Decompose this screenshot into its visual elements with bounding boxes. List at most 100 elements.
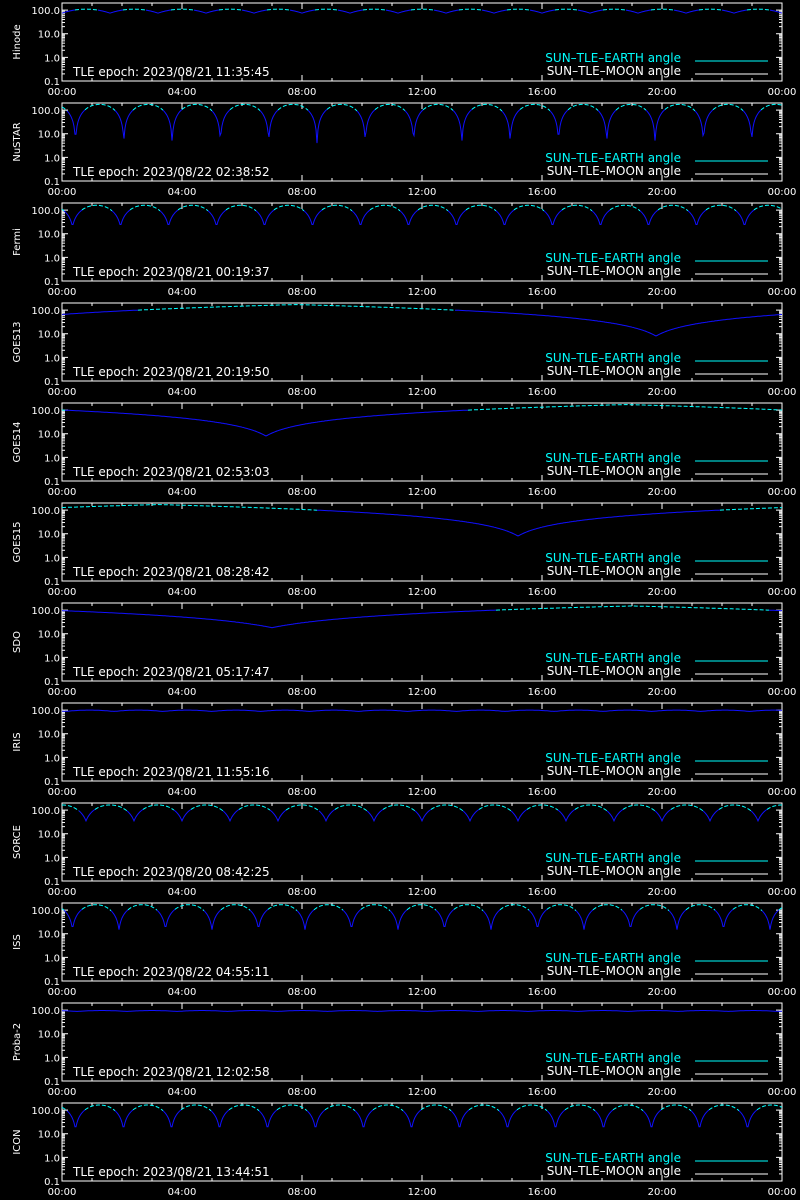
y-tick-label: 100.0 bbox=[31, 906, 60, 917]
x-tick-label: 08:00 bbox=[288, 1087, 317, 1098]
sun-earth-angle-line bbox=[498, 1109, 518, 1128]
x-tick-label: 04:00 bbox=[168, 87, 197, 98]
sun-earth-angle-line bbox=[708, 1104, 740, 1112]
sun-earth-angle-line bbox=[606, 808, 624, 823]
sun-earth-angle-line bbox=[276, 1104, 308, 1112]
x-tick-label: 08:00 bbox=[288, 587, 317, 598]
y-tick-label: 0.1 bbox=[44, 1177, 60, 1188]
x-tick-label: 16:00 bbox=[528, 987, 557, 998]
y-tick-label: 1.0 bbox=[44, 1053, 60, 1064]
x-tick-label: 00:00 bbox=[48, 787, 77, 798]
legend-moon-label: SUN–TLE–MOON angle bbox=[547, 864, 681, 878]
sun-earth-angle-line bbox=[465, 204, 497, 212]
x-tick-label: 00:00 bbox=[768, 87, 797, 98]
sun-earth-angle-line bbox=[285, 804, 320, 812]
sun-earth-angle-line bbox=[382, 804, 416, 812]
x-tick-label: 20:00 bbox=[648, 887, 677, 898]
sun-earth-angle-line bbox=[61, 1106, 68, 1112]
sun-earth-angle-line bbox=[385, 9, 412, 14]
sun-earth-angle-line bbox=[452, 108, 473, 141]
sun-earth-angle-line bbox=[321, 204, 353, 212]
sun-earth-angle-line bbox=[326, 103, 358, 112]
sun-earth-angle-line bbox=[181, 103, 213, 112]
y-tick-label: 10.0 bbox=[38, 930, 60, 941]
sun-earth-angle-line bbox=[468, 1104, 500, 1112]
sun-earth-angle-line bbox=[255, 209, 275, 225]
sun-earth-angle-line bbox=[203, 909, 222, 930]
sun-earth-angle-line bbox=[567, 103, 599, 111]
y-tick-label: 1.0 bbox=[44, 953, 60, 964]
legend-earth-label: SUN–TLE–EARTH angle bbox=[545, 851, 681, 865]
sun-earth-angle-line bbox=[81, 904, 112, 912]
x-tick-label: 04:00 bbox=[168, 1187, 197, 1198]
sun-earth-angle-line bbox=[564, 1104, 596, 1112]
x-tick-label: 08:00 bbox=[288, 187, 317, 198]
sun-earth-angle-line bbox=[768, 609, 782, 612]
y-tick-label: 0.1 bbox=[44, 377, 60, 388]
legend-earth-label: SUN–TLE–EARTH angle bbox=[545, 151, 681, 165]
x-tick-label: 12:00 bbox=[408, 587, 437, 598]
tle-epoch-label: TLE epoch: 2023/08/20 08:42:25 bbox=[72, 865, 270, 879]
x-tick-label: 00:00 bbox=[48, 487, 77, 498]
y-tick-label: 100.0 bbox=[31, 806, 60, 817]
legend-moon-label: SUN–TLE–MOON angle bbox=[547, 964, 681, 978]
y-tick-label: 1.0 bbox=[44, 153, 60, 164]
legend-earth-label: SUN–TLE–EARTH angle bbox=[545, 651, 681, 665]
legend-moon-label: SUN–TLE–MOON angle bbox=[547, 464, 681, 478]
sun-earth-angle-line bbox=[66, 109, 86, 135]
sun-earth-angle-line bbox=[61, 106, 68, 112]
y-tick-label: 1.0 bbox=[44, 853, 60, 864]
sun-earth-angle-line bbox=[61, 9, 76, 14]
sun-earth-angle-line bbox=[174, 904, 205, 912]
sun-earth-angle-line bbox=[354, 1109, 374, 1128]
y-tick-label: 10.0 bbox=[38, 330, 60, 341]
sun-earth-angle-line bbox=[126, 808, 144, 823]
sun-earth-angle-line bbox=[668, 909, 687, 930]
panel-iss: 100.010.01.00.100:00 04:00 08:00 12:00 16:00… bbox=[12, 902, 796, 998]
sun-earth-angle-line bbox=[769, 9, 783, 14]
legend-earth-label: SUN–TLE–EARTH angle bbox=[545, 751, 681, 765]
x-tick-label: 00:00 bbox=[48, 587, 77, 598]
satellite-name: GOES13 bbox=[12, 321, 23, 362]
y-tick-label: 0.1 bbox=[44, 577, 60, 588]
y-tick-label: 1.0 bbox=[44, 553, 60, 564]
sun-earth-angle-line bbox=[577, 9, 604, 14]
sun-earth-angle-line bbox=[61, 503, 318, 511]
panel-proba-2: 100.010.01.00.100:00 04:00 08:00 12:00 16:00… bbox=[12, 1002, 796, 1098]
x-tick-label: 12:00 bbox=[408, 387, 437, 398]
x-tick-label: 04:00 bbox=[168, 687, 197, 698]
tle-epoch-label: TLE epoch: 2023/08/21 20:19:50 bbox=[72, 365, 270, 379]
sun-earth-angle-line bbox=[506, 8, 531, 11]
x-tick-label: 16:00 bbox=[528, 1087, 557, 1098]
x-tick-label: 20:00 bbox=[648, 287, 677, 298]
sun-earth-angle-line bbox=[742, 109, 762, 138]
x-tick-label: 12:00 bbox=[408, 287, 437, 298]
x-tick-label: 16:00 bbox=[528, 487, 557, 498]
legend-moon-label: SUN–TLE–MOON angle bbox=[547, 64, 681, 78]
sun-earth-angle-line bbox=[554, 8, 579, 11]
sun-earth-angle-line bbox=[62, 709, 783, 712]
sun-earth-angle-line bbox=[132, 1104, 164, 1112]
x-tick-label: 04:00 bbox=[168, 787, 197, 798]
sun-earth-angle-line bbox=[229, 103, 261, 111]
sun-earth-angle-line bbox=[307, 109, 328, 144]
y-tick-label: 0.1 bbox=[44, 1077, 60, 1088]
y-tick-label: 0.1 bbox=[44, 477, 60, 488]
x-tick-label: 20:00 bbox=[648, 1087, 677, 1098]
x-tick-label: 16:00 bbox=[528, 387, 557, 398]
sun-earth-angle-line bbox=[372, 1104, 404, 1112]
satellite-name: GOES15 bbox=[12, 521, 23, 562]
sun-earth-angle-line bbox=[277, 103, 309, 111]
sun-earth-angle-line bbox=[111, 209, 131, 225]
sun-earth-angle-line bbox=[249, 908, 269, 927]
sun-earth-angle-line bbox=[142, 804, 175, 811]
sun-earth-angle-line bbox=[177, 204, 209, 212]
sun-earth-angle-line bbox=[84, 103, 116, 111]
sun-earth-angle-line bbox=[218, 8, 243, 11]
sun-earth-angle-line bbox=[145, 9, 172, 14]
sun-earth-angle-line bbox=[735, 209, 755, 225]
tle-epoch-label: TLE epoch: 2023/08/21 13:44:51 bbox=[72, 1165, 270, 1179]
panel-goes13: 100.010.01.00.100:00 04:00 08:00 12:00 16:00… bbox=[12, 302, 796, 398]
y-tick-label: 1.0 bbox=[44, 353, 60, 364]
satellite-name: ISS bbox=[12, 934, 23, 950]
